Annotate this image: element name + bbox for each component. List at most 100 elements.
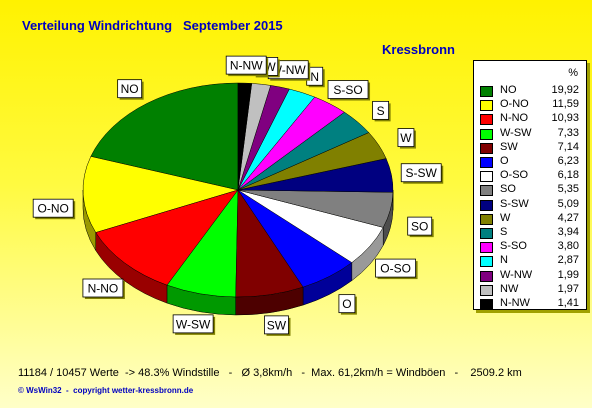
legend-label: N-NW xyxy=(500,297,530,309)
legend-label: O-NO xyxy=(500,98,529,111)
callout-text: S xyxy=(377,104,385,118)
callout-text: O-NO xyxy=(38,202,69,216)
legend-value: 10,93 xyxy=(551,112,579,125)
legend-label: S-SW xyxy=(500,197,529,210)
legend-row: SO 5,35 xyxy=(480,182,584,197)
legend-label: NW xyxy=(500,282,519,295)
legend-swatch xyxy=(480,213,493,225)
legend-swatch xyxy=(480,185,493,197)
callout-w: W xyxy=(397,128,416,149)
callout-n-nw: N-NW xyxy=(225,55,269,77)
callout-n: N xyxy=(306,66,325,88)
pie-slice-n-no xyxy=(95,189,239,286)
legend-row: W 4,27 xyxy=(480,211,584,226)
legend-row: S-SO 3,80 xyxy=(480,239,584,254)
legend-label: NO xyxy=(500,84,517,96)
callout-no: NO xyxy=(117,79,144,100)
legend-label: SO xyxy=(500,183,516,196)
legend-label: W xyxy=(500,211,511,224)
legend-value: 5,09 xyxy=(557,197,579,210)
legend-swatch xyxy=(480,270,493,282)
legend-swatch xyxy=(480,284,493,296)
legend-swatch xyxy=(480,228,493,239)
legend-label: S-SO xyxy=(500,240,527,253)
legend-value: 11,59 xyxy=(552,98,579,111)
legend-value: 1,97 xyxy=(557,282,579,295)
legend-label: W-NW xyxy=(500,268,533,281)
callout-s-so: S-SO xyxy=(327,80,371,101)
callout-o: O xyxy=(338,294,357,315)
legend-value: 7,14 xyxy=(557,140,579,153)
legend-row: N-NW 1,41 xyxy=(480,296,584,311)
callout-text: SW xyxy=(267,318,287,332)
legend-swatch xyxy=(480,142,493,154)
legend-row: S-SW 5,09 xyxy=(480,197,584,212)
legend-swatch xyxy=(480,242,493,254)
callout-text: NO xyxy=(121,82,139,96)
legend-value: 7,33 xyxy=(557,126,579,139)
legend-swatch xyxy=(480,157,493,168)
footer-stats: 11184 / 10457 Werte -> 48.3% Windstille … xyxy=(18,367,522,379)
legend-swatch xyxy=(480,299,493,310)
pie-slice-no xyxy=(90,82,239,191)
pie-slices xyxy=(82,82,394,298)
callout-text: N xyxy=(310,70,319,84)
pie-slice-n-nw xyxy=(237,82,252,191)
legend-value: 5,35 xyxy=(557,183,579,196)
legend-value: 3,94 xyxy=(557,226,579,238)
callout-text: O xyxy=(342,297,351,311)
legend-value: 6,23 xyxy=(557,155,579,167)
legend-value: 1,41 xyxy=(557,297,579,309)
legend-row: S 3,94 xyxy=(480,225,584,240)
legend-row: SW 7,14 xyxy=(480,140,584,155)
callout-s: S xyxy=(372,100,391,122)
legend-value: 1,99 xyxy=(557,268,579,281)
legend-label: SW xyxy=(500,140,518,153)
location-label: Kressbronn xyxy=(382,42,455,57)
callout-text: W-SW xyxy=(176,317,211,331)
legend-value: 6,18 xyxy=(557,169,579,182)
callout-so: SO xyxy=(407,216,434,238)
callout-o-no: O-NO xyxy=(32,198,76,220)
callout-text: W xyxy=(400,131,412,145)
legend-value: 4,27 xyxy=(557,211,579,224)
legend-label: S xyxy=(500,226,508,238)
legend-row: N 2,87 xyxy=(480,253,584,268)
legend-label: N-NO xyxy=(500,112,529,125)
callout-n-no: N-NO xyxy=(82,278,125,300)
copyright: © WsWin32 - copyright wetter-kressbronn.… xyxy=(18,386,194,395)
legend-value: 19,92 xyxy=(551,84,579,96)
legend-swatch xyxy=(480,171,493,183)
legend-label: W-SW xyxy=(500,126,532,139)
callout-text: N-NO xyxy=(88,282,119,296)
legend-row: O 6,23 xyxy=(480,154,584,169)
callout-text: S-SO xyxy=(333,83,362,97)
legend-row: W-SW 7,33 xyxy=(480,126,584,141)
callout-s-sw: S-SW xyxy=(400,163,444,184)
legend-unit: % xyxy=(568,67,578,79)
callout-text: SO xyxy=(411,220,428,234)
chart-title: Verteilung Windrichtung September 2015 xyxy=(22,18,283,33)
legend-row: O-SO 6,18 xyxy=(480,168,584,183)
legend-swatch xyxy=(480,128,493,140)
callout-sw: SW xyxy=(264,315,291,336)
legend-label: N xyxy=(500,254,508,267)
callout-text: O-SO xyxy=(380,262,411,276)
legend-swatch xyxy=(480,114,493,126)
callout-text: S-SW xyxy=(406,166,438,180)
legend-row: O-NO 11,59 xyxy=(480,97,584,112)
legend-row: NO 19,92 xyxy=(480,83,584,98)
callout-text: N-NW xyxy=(230,59,263,73)
legend-label: O xyxy=(500,155,509,167)
pie-slice-o-no xyxy=(82,156,239,233)
legend-value: 3,80 xyxy=(557,240,579,253)
callout-w-sw: W-SW xyxy=(172,314,216,335)
legend-swatch xyxy=(480,86,493,97)
legend-swatch xyxy=(480,256,493,268)
legend-row: NW 1,97 xyxy=(480,282,584,297)
legend: % NO 19,92 O-NO 11,59 N-NO 10,93 W-SW 7,33 SW 7,1… xyxy=(473,60,587,310)
pie-callouts: NOO-NON-NOW-SWSWOO-SOSOS-SWWSS-SONW-NWNW… xyxy=(32,55,444,336)
legend-row: W-NW 1,99 xyxy=(480,268,584,283)
